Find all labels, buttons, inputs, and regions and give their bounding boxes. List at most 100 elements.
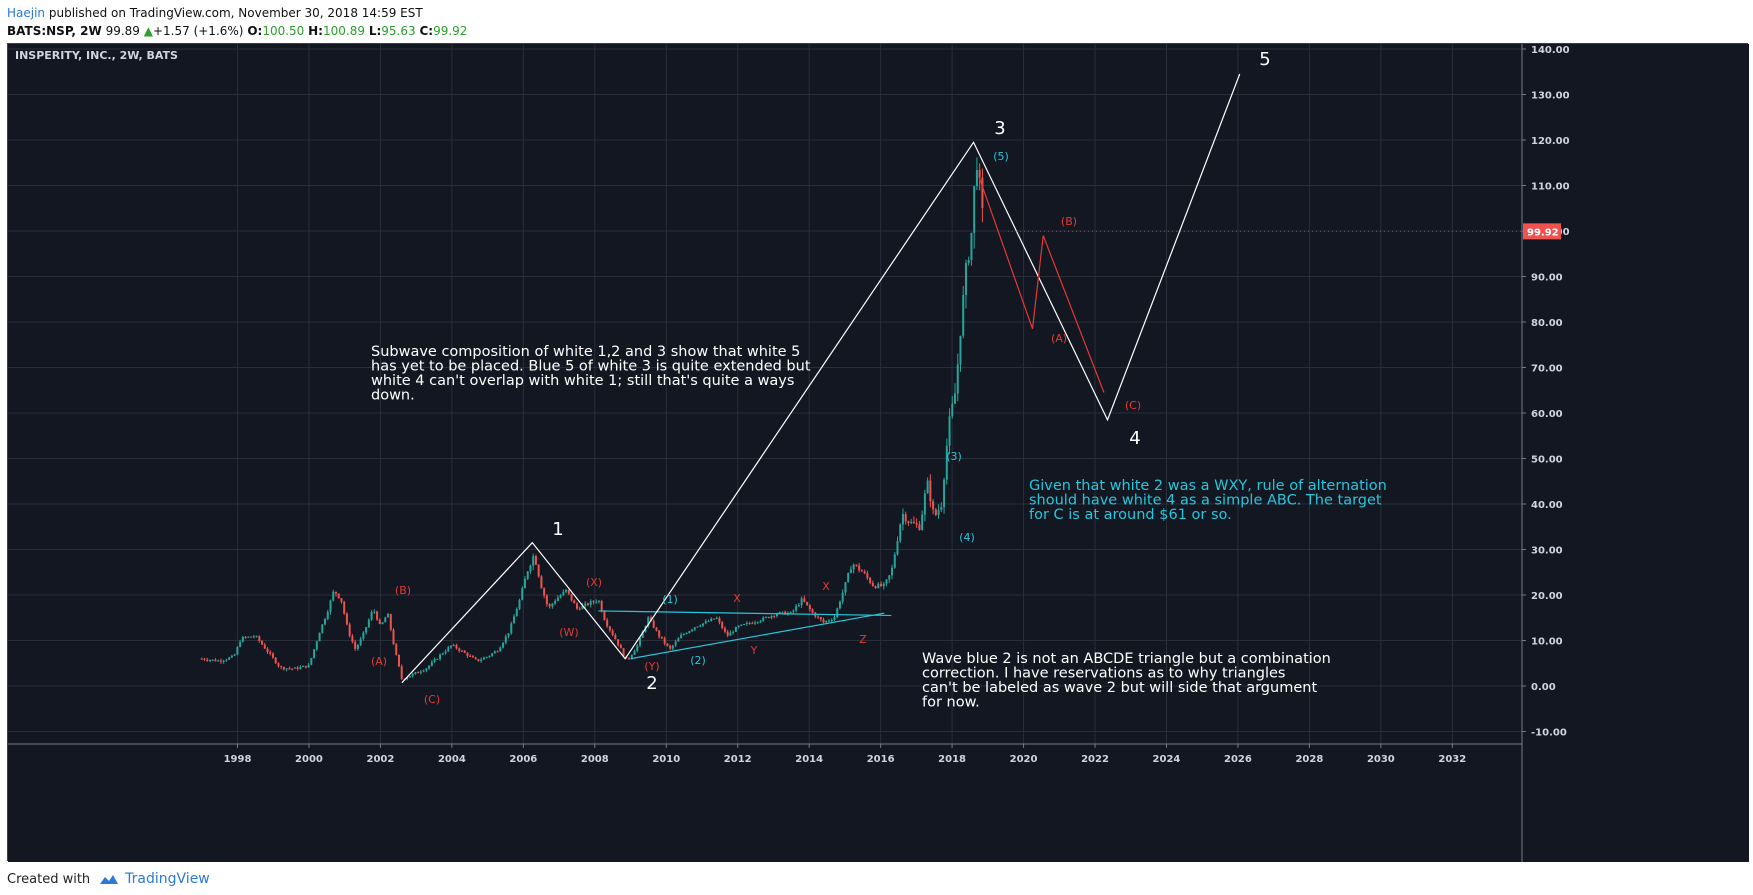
candle-body [743, 623, 746, 625]
candle-body [882, 583, 885, 587]
chart-annotation: Wave blue 2 is not an ABCDE triangle but… [922, 651, 1331, 711]
candle [258, 635, 261, 643]
author-link[interactable]: Haejin [7, 6, 46, 20]
candle [236, 646, 239, 656]
candle [841, 589, 844, 605]
candle-body [666, 643, 669, 646]
candle [576, 602, 579, 611]
chart-title: INSPERITY, INC., 2W, BATS [15, 49, 178, 62]
candle [866, 570, 869, 580]
candle-body [866, 573, 869, 578]
candle [433, 657, 436, 663]
candle [912, 516, 915, 524]
candle [526, 571, 529, 581]
candle-body [493, 651, 496, 654]
candle [239, 639, 242, 648]
y-tick-label: 70.00 [1531, 364, 1563, 375]
candle-body [923, 493, 926, 515]
candle-body [756, 621, 759, 623]
candle-body [893, 554, 896, 568]
candle-body [370, 612, 373, 620]
candle [682, 632, 685, 636]
candle-body [285, 668, 288, 670]
candle-body [534, 556, 537, 565]
candle [567, 589, 570, 596]
candle [828, 618, 831, 623]
candle [680, 632, 683, 639]
candle [315, 640, 318, 652]
candle [899, 523, 902, 544]
candle [280, 665, 283, 670]
candle [482, 656, 485, 660]
candle [211, 659, 214, 662]
red-wave-label: (W) [559, 626, 578, 639]
candle-body [562, 591, 565, 596]
candle-body [899, 524, 902, 542]
candle [702, 623, 705, 628]
candle-body [956, 364, 959, 394]
candle-body [250, 636, 253, 638]
red-abc-projection [978, 176, 1105, 393]
candle-body [699, 625, 702, 627]
candle [252, 634, 255, 639]
x-tick-label: 2022 [1081, 754, 1109, 765]
candle-body [633, 650, 636, 655]
candle [726, 629, 729, 638]
chart-panel[interactable]: 140.00130.00120.00110.00100.0090.0080.00… [7, 43, 1749, 862]
candle-body [532, 556, 535, 566]
candle-body [973, 186, 976, 233]
candle [488, 655, 491, 659]
candle [392, 628, 395, 645]
candle-body [208, 659, 211, 661]
red-wave-label: (B) [395, 584, 411, 597]
candle-body [315, 641, 318, 650]
candle [652, 619, 655, 629]
candle-body [219, 660, 222, 662]
candle [356, 643, 359, 651]
candle [266, 646, 269, 654]
high-value: 100.89 [322, 24, 365, 38]
candle-body [869, 577, 872, 583]
publish-header: Haejin published on TradingView.com, Nov… [7, 3, 1747, 41]
candle [940, 502, 943, 513]
candle [422, 669, 425, 673]
candle [499, 646, 502, 652]
tradingview-logo[interactable]: TradingView [98, 871, 210, 887]
candle-body [674, 641, 677, 646]
candle [806, 601, 809, 607]
price-chart[interactable]: 140.00130.00120.00110.00100.0090.0080.00… [8, 44, 1749, 862]
symbol-label: BATS:NSP, 2W [7, 24, 102, 38]
candle [628, 657, 631, 660]
candle-body [964, 263, 967, 295]
candle-body [507, 633, 510, 637]
y-tick-label: 90.00 [1531, 273, 1563, 284]
candle [491, 652, 494, 658]
candle-body [400, 666, 403, 679]
triangle-trendline [630, 612, 885, 660]
candle-body [871, 582, 874, 587]
candle [430, 659, 433, 667]
candle-body [345, 613, 348, 625]
candle [387, 612, 390, 618]
candle-body [414, 672, 417, 674]
candle [910, 518, 913, 525]
candle-body [266, 648, 269, 653]
candle [548, 603, 551, 609]
candle-body [603, 611, 606, 621]
candle [378, 618, 381, 625]
candle-body [740, 624, 743, 626]
candle-body [792, 610, 795, 612]
x-tick-label: 2012 [724, 754, 752, 765]
candle-body [282, 667, 285, 670]
candle-body [313, 649, 316, 658]
candle-body [721, 622, 724, 629]
chart-annotation: Given that white 2 was a WXY, rule of al… [1029, 478, 1387, 523]
candle [951, 396, 954, 419]
candle-body [775, 613, 778, 616]
candle-body [885, 579, 888, 584]
candle [370, 610, 373, 622]
candle [255, 635, 258, 638]
candle [663, 636, 666, 646]
candle [523, 576, 526, 589]
candle-body [921, 514, 924, 530]
